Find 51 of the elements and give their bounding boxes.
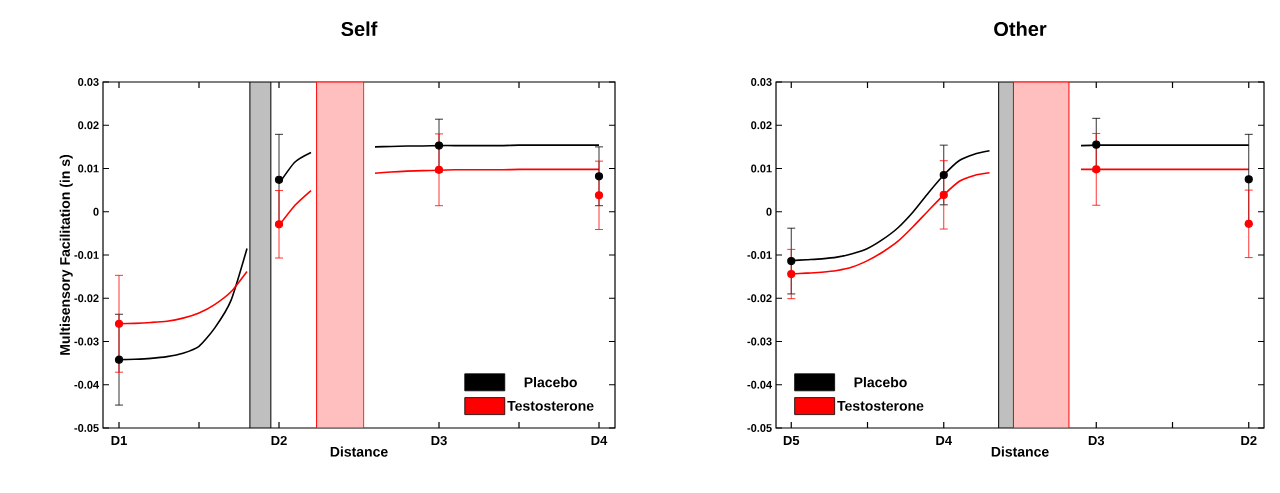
x-tick-label: D2 (271, 435, 287, 446)
y-tick-label: -0.03 (747, 337, 772, 346)
point (594, 191, 604, 200)
x-tick-label: D1 (111, 435, 127, 445)
legend-label: Testosterone (837, 401, 924, 411)
point (274, 220, 284, 229)
y-tick-label: -0.02 (747, 294, 772, 303)
y-tick-label: 0.01 (751, 164, 772, 173)
x-tick-label: D4 (591, 435, 608, 445)
point (939, 190, 948, 199)
x-tick-label: D2 (1241, 435, 1257, 446)
x-axis-title: Distance (991, 446, 1049, 457)
y-tick-label: 0.03 (751, 78, 772, 86)
legend-label: Placebo (524, 377, 577, 388)
y-tick-label: 0 (93, 207, 99, 216)
x-axis-title: Distance (330, 446, 388, 457)
point (787, 256, 796, 266)
legend-label: Placebo (854, 377, 907, 388)
point (1244, 175, 1253, 184)
y-tick-label: -0.04 (747, 380, 773, 389)
point (114, 319, 124, 328)
point (1092, 140, 1101, 149)
x-tick-label: D5 (783, 435, 800, 445)
y-tick-label: -0.05 (74, 424, 99, 432)
point (434, 141, 444, 150)
y-tick-label: -0.02 (74, 294, 99, 303)
y-tick-label: -0.04 (74, 380, 99, 389)
point (274, 175, 284, 184)
y-tick-label: 0.03 (78, 78, 99, 86)
y-tick-label: -0.03 (74, 337, 99, 346)
x-tick-label: D4 (936, 435, 952, 445)
point (594, 172, 604, 181)
point (1092, 165, 1101, 174)
chart-title: Self (341, 21, 378, 37)
y-tick-label: 0.01 (78, 164, 99, 173)
legend-label: Testosterone (507, 401, 594, 411)
point (434, 165, 444, 174)
y-tick-label: -0.01 (74, 251, 99, 259)
point (939, 170, 948, 180)
x-tick-label: D3 (1088, 435, 1105, 446)
point (1244, 219, 1253, 228)
chart-title: Other (994, 21, 1047, 37)
y-tick-label: -0.05 (747, 424, 772, 432)
x-tick-label: D3 (431, 435, 447, 446)
point (114, 355, 124, 364)
y-tick-label: 0 (766, 207, 772, 216)
y-tick-label: -0.01 (747, 251, 772, 259)
y-tick-label: 0.02 (751, 121, 772, 130)
y-axis-title: Multisensory Facilitation (in s) (59, 154, 73, 355)
point (787, 269, 796, 279)
y-tick-label: 0.02 (78, 121, 99, 130)
